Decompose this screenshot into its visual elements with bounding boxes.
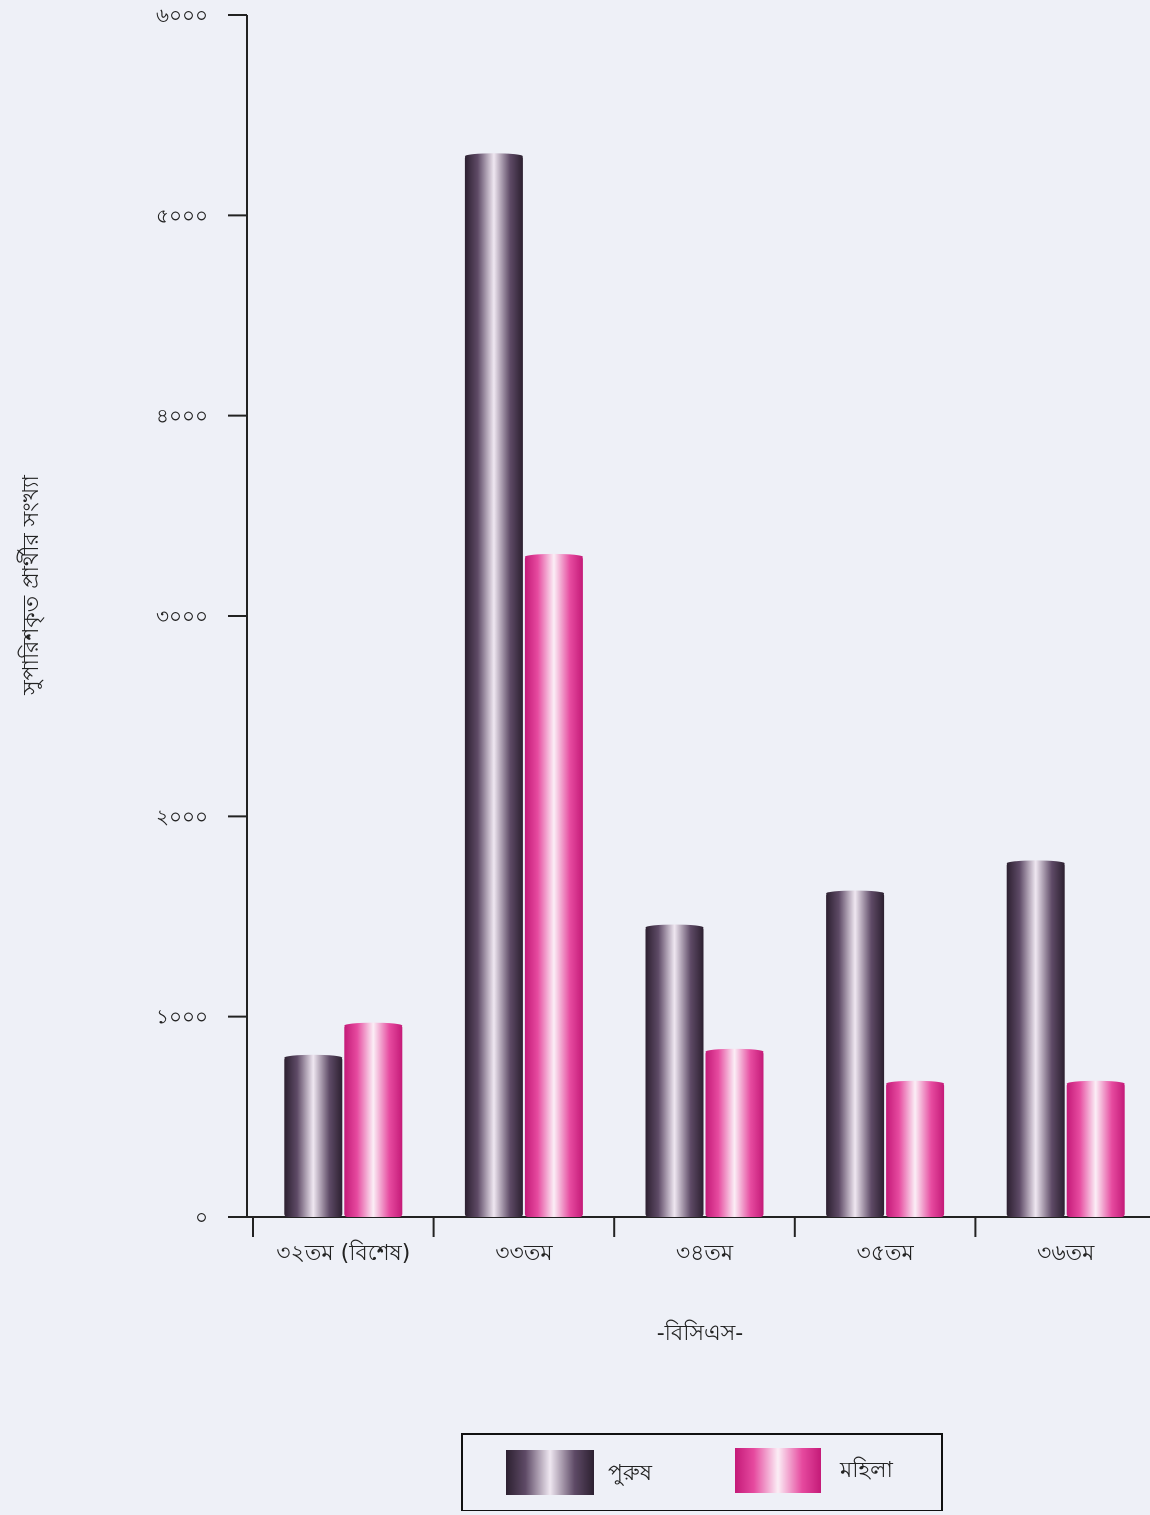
bar-male [826, 892, 885, 1217]
bar-female-cap [344, 1022, 403, 1029]
bar-male-cap [284, 1054, 343, 1061]
bar-male-cap [826, 890, 885, 897]
y-tick-label: ২০০০ [156, 804, 208, 828]
x-ticks: ৩২তম (বিশেষ) ৩৩তম ৩৪তম ৩৫তম ৩৬তম [252, 1217, 1095, 1266]
legend-label-male: পুরুষ [608, 1461, 653, 1486]
y-tick-label: ৩০০০ [156, 604, 208, 628]
y-tick-label: ১০০০ [156, 1005, 208, 1029]
bar-female [705, 1050, 764, 1217]
legend: পুরুষ মহিলা [461, 1433, 943, 1512]
bar-female [344, 1024, 403, 1217]
bar-male-cap [645, 924, 704, 931]
bar-female-cap [524, 553, 583, 560]
bar-female [524, 555, 583, 1217]
bar-female-cap [1066, 1080, 1125, 1087]
bars [284, 153, 1125, 1217]
bar-male [464, 155, 523, 1217]
bar-female-cap [886, 1080, 945, 1087]
bar-male [1006, 862, 1065, 1217]
bar-female [886, 1082, 945, 1217]
bar-female-cap [705, 1048, 764, 1055]
y-tick-label: ৬০০০ [156, 3, 208, 27]
x-tick-label: ৩২তম (বিশেষ) [276, 1240, 410, 1266]
legend-swatch-male [506, 1450, 594, 1495]
y-tick-label: ৪০০০ [156, 404, 208, 428]
y-ticks: ০ ১০০০ ২০০০ ৩০০০ ৪০০০ ৫০০০ ৬০০০ [156, 3, 247, 1229]
y-tick-label: ৫০০০ [156, 203, 208, 227]
y-tick-label: ০ [195, 1205, 208, 1229]
x-tick-label: ৩৩তম [495, 1241, 553, 1266]
bar-male-cap [1006, 860, 1065, 867]
bar-male [284, 1056, 343, 1217]
bar-male [645, 926, 704, 1217]
x-tick-label: ৩৫তম [856, 1241, 914, 1266]
bar-female [1066, 1082, 1125, 1217]
x-axis-title: -বিসিএস- [657, 1320, 744, 1346]
legend-swatch-female [735, 1448, 821, 1493]
legend-label-female: মহিলা [839, 1457, 893, 1483]
bar-male-cap [464, 153, 523, 160]
x-tick-label: ৩৪তম [676, 1241, 734, 1266]
y-axis-title: সুপারিশকৃত প্রার্থীর সংখ্যা [17, 474, 44, 695]
x-tick-label: ৩৬তম [1037, 1241, 1095, 1266]
